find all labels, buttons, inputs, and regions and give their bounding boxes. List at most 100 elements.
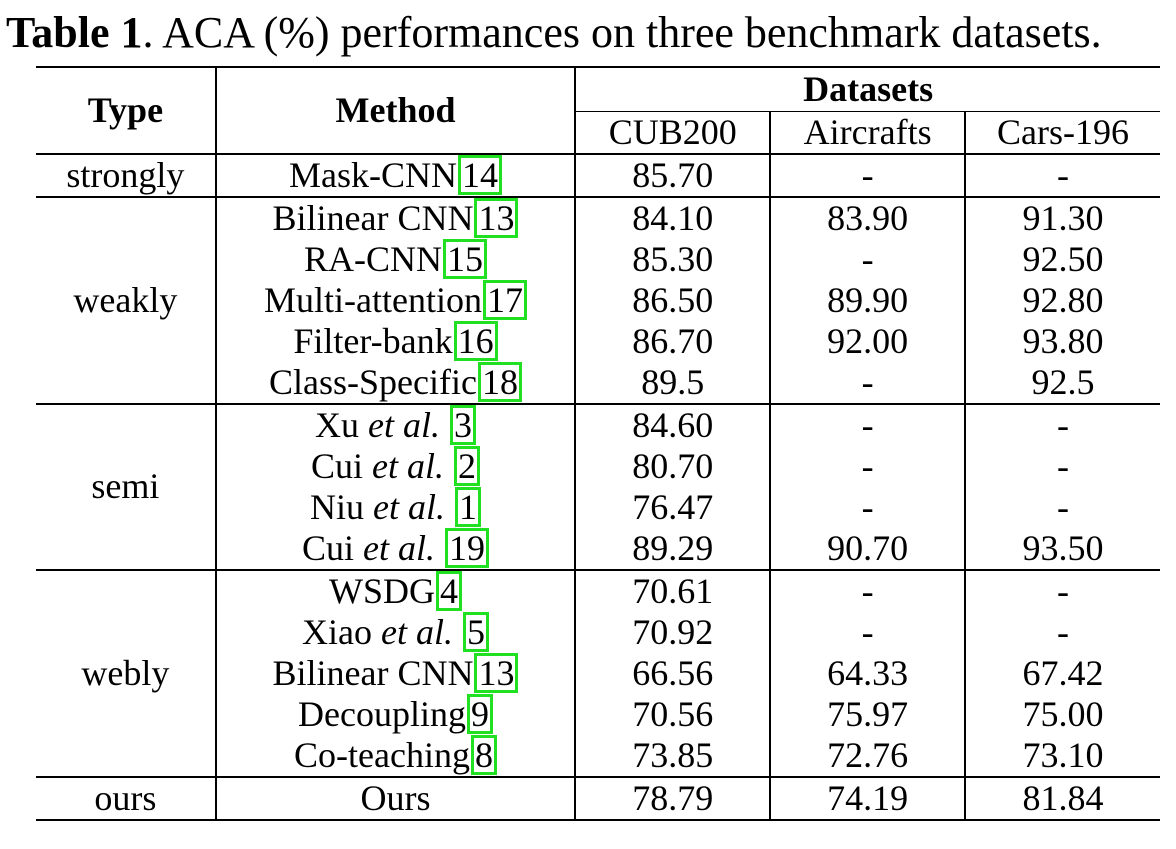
citation-link[interactable]: 13	[474, 197, 519, 238]
et-al-text: et al.	[363, 527, 435, 568]
table-row: Filter-bank 16 86.70 92.00 93.80	[36, 320, 1160, 362]
method-name: Xiao	[302, 611, 381, 652]
header-method: Method	[215, 67, 577, 155]
aircrafts-cell: -	[770, 238, 967, 280]
cub-cell: 85.30	[575, 238, 772, 280]
cars-cell: 93.50	[1022, 527, 1104, 568]
method-name: Cui	[302, 527, 364, 568]
method-name: WSDG	[329, 570, 435, 611]
table-row: Decoupling 9 70.56 75.97 75.00	[36, 693, 1160, 735]
method-cell: Cui et al. 19	[215, 527, 577, 570]
cars-cell: 92.80	[1022, 279, 1104, 320]
method-name: Multi-attention	[264, 279, 482, 320]
aircrafts-cell: -	[770, 486, 967, 528]
cars-cell: 67.42	[1022, 652, 1104, 693]
table-row: Cui et al. 2 80.70 - -	[36, 445, 1160, 487]
cars-cell: 81.84	[1022, 777, 1104, 818]
method-cell: Bilinear CNN 13	[215, 196, 577, 239]
citation-link[interactable]: 16	[453, 320, 498, 361]
method-name: Decoupling	[298, 693, 466, 734]
method-cell: Ours	[215, 776, 577, 820]
cub-cell: 84.10	[575, 196, 772, 239]
cars-cell: 93.80	[1022, 320, 1104, 361]
header-type: Type	[36, 67, 217, 155]
cub-cell: 76.47	[575, 486, 772, 528]
aircrafts-cell: -	[770, 611, 967, 653]
citation-link[interactable]: 9	[466, 693, 493, 734]
citation-link[interactable]: 2	[454, 445, 480, 486]
citation-link[interactable]: 19	[445, 527, 489, 568]
caption-text: . ACA (%) performances on three benchmar…	[142, 8, 1102, 57]
citation-link[interactable]: 17	[482, 279, 527, 320]
type-cell: ours	[36, 776, 217, 820]
cub-cell: 78.79	[575, 776, 772, 820]
cub-cell: 70.61	[575, 569, 772, 612]
method-cell: Decoupling 9	[215, 693, 577, 735]
et-al-text: et al.	[372, 445, 444, 486]
cars-cell: 73.10	[1022, 734, 1104, 775]
aircrafts-cell: 75.97	[770, 693, 967, 735]
aircrafts-cell: 83.90	[770, 196, 967, 239]
cub-cell: 80.70	[575, 445, 772, 487]
type-cell: strongly	[36, 153, 217, 197]
method-cell: Mask-CNN 14	[215, 153, 577, 197]
method-name: Mask-CNN	[289, 154, 457, 195]
header-cub200: CUB200	[575, 110, 772, 154]
table-row-ours: ours Ours 78.79 74.19 81.84	[36, 776, 1160, 820]
caption-label: Table 1	[6, 8, 143, 57]
aircrafts-cell: 89.90	[770, 279, 967, 321]
citation-link[interactable]: 15	[443, 238, 487, 279]
et-al-text: et al.	[373, 486, 445, 527]
method-name: Xu	[315, 404, 368, 445]
aircrafts-cell: -	[770, 569, 967, 612]
table-row: Multi-attention 17 86.50 89.90 92.80	[36, 279, 1160, 321]
citation-link[interactable]: 5	[462, 611, 489, 652]
citation-link[interactable]: 4	[436, 570, 462, 611]
aircrafts-cell: 72.76	[770, 734, 967, 777]
citation-link[interactable]: 8	[470, 734, 497, 775]
cub-cell: 70.56	[575, 693, 772, 735]
method-name: Co-teaching	[294, 734, 470, 775]
table-row: RA-CNN 15 85.30 - 92.50	[36, 238, 1160, 280]
method-cell: Xu et al. 3	[215, 403, 577, 446]
aircrafts-cell: -	[770, 403, 967, 446]
method-cell: Co-teaching 8	[215, 734, 577, 777]
cars-cell: -	[1057, 486, 1070, 527]
cub-cell: 66.56	[575, 652, 772, 694]
table-row: Cui et al. 19 89.29 90.70 93.50	[36, 527, 1160, 570]
cub-cell: 86.50	[575, 279, 772, 321]
cars-cell: 92.50	[1022, 238, 1104, 279]
results-table: Type Method Datasets CUB200 Aircrafts Ca…	[36, 66, 1160, 821]
table-row: Class-Specific 18 89.5 - 92.5	[36, 361, 1160, 404]
cars-cell: 75.00	[1022, 693, 1104, 734]
table-row: strongly Mask-CNN 14 85.70 - -	[36, 153, 1160, 197]
method-cell: Filter-bank 16	[215, 320, 577, 362]
cub-cell: 70.92	[575, 611, 772, 653]
method-cell: RA-CNN 15	[215, 238, 577, 280]
table-row: Xiao et al. 5 70.92 - -	[36, 611, 1160, 653]
citation-link[interactable]: 13	[474, 652, 519, 693]
header-cars196: Cars-196	[965, 110, 1160, 154]
cub-cell: 89.5	[575, 361, 772, 404]
table-row: Bilinear CNN 13 66.56 64.33 67.42	[36, 652, 1160, 694]
type-cell: webly	[36, 569, 217, 777]
cub-cell: 85.70	[575, 153, 772, 197]
cars-cell: -	[1057, 570, 1070, 611]
method-cell: Bilinear CNN 13	[215, 652, 577, 694]
table-row: Niu et al. 1 76.47 - -	[36, 486, 1160, 528]
et-al-text: et al.	[368, 404, 440, 445]
citation-link[interactable]: 14	[458, 154, 502, 195]
table-row: weakly Bilinear CNN 13 84.10 83.90 91.30	[36, 196, 1160, 404]
citation-link[interactable]: 1	[454, 486, 481, 527]
citation-link[interactable]: 18	[477, 361, 522, 402]
aircrafts-cell: -	[770, 445, 967, 487]
method-cell: Cui et al. 2	[215, 445, 577, 487]
aircrafts-cell: -	[770, 361, 967, 404]
method-cell: Multi-attention 17	[215, 279, 577, 321]
citation-link[interactable]: 3	[449, 404, 476, 445]
method-cell: Class-Specific 18	[215, 361, 577, 404]
type-cell: semi	[36, 403, 217, 570]
cars-cell: -	[1057, 404, 1070, 445]
cars-cell: -	[1057, 154, 1070, 195]
aircrafts-cell: 64.33	[770, 652, 967, 694]
